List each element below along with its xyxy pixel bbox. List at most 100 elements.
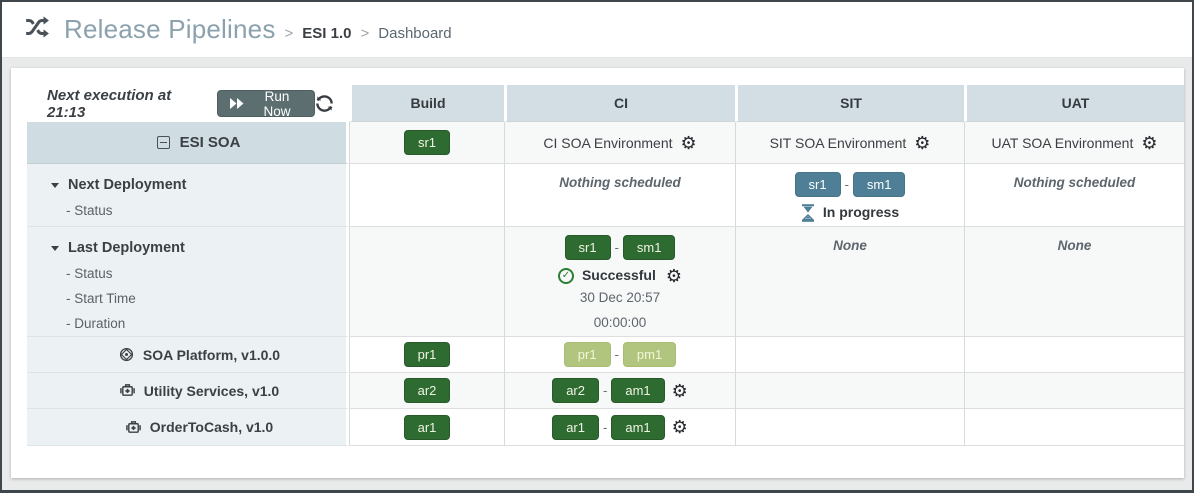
gear-icon[interactable]: ⚙ [671, 417, 688, 437]
build-cell-component: pr1 [349, 337, 504, 373]
breadcrumb-separator: > [360, 25, 370, 42]
build-cell-pipeline: sr1 [349, 122, 504, 164]
release-tag-badge[interactable]: sm1 [622, 235, 676, 260]
field-label-status: - Status [66, 203, 113, 218]
tag-separator: - [603, 419, 608, 435]
caret-down-icon[interactable] [51, 245, 59, 251]
build-cell-next-deployment [349, 164, 504, 227]
tag-separator: - [614, 347, 619, 362]
component-name[interactable]: SOA Platform, v1.0.0 [142, 346, 281, 363]
component-row-header: Utility Services, v1.0 [27, 373, 349, 409]
uat-cell-component [964, 337, 1184, 373]
shuffle-pipelines-icon [22, 14, 52, 45]
ci-environment-name: CI SOA Environment [543, 134, 673, 151]
hourglass-icon [801, 203, 815, 222]
field-label-duration: - Duration [66, 316, 126, 331]
next-deployment-row-header: Next Deployment - Status [27, 164, 349, 227]
release-tag-badge[interactable]: ar2 [403, 378, 451, 403]
pipeline-name[interactable]: ESI SOA [179, 134, 241, 151]
column-header-build: Build [349, 85, 504, 122]
sit-next-deployment-cell: sr1 - sm1 In progress [735, 164, 964, 227]
gear-icon[interactable]: ⚙ [914, 132, 931, 153]
component-row-header: OrderToCash, v1.0 [27, 409, 349, 446]
sit-cell-component [735, 409, 964, 446]
release-tag-badge[interactable]: ar1 [552, 414, 599, 440]
platform-icon [119, 347, 134, 362]
next-deployment-label[interactable]: Next Deployment [68, 177, 187, 193]
caret-down-icon[interactable] [51, 182, 59, 188]
sit-last-deployment-cell: None [735, 227, 964, 337]
release-tag-badge[interactable]: sr1 [794, 172, 841, 197]
sit-cell-component [735, 373, 964, 409]
ci-next-status: Nothing scheduled [559, 175, 681, 190]
release-tag-badge[interactable]: am1 [611, 378, 665, 403]
last-deployment-label-line: Last Deployment [51, 235, 346, 261]
fast-forward-icon [229, 98, 244, 109]
breadcrumb-page: Dashboard [378, 25, 452, 42]
release-tag-badge[interactable]: am1 [611, 414, 665, 440]
release-tag-badge[interactable]: ar1 [403, 414, 451, 440]
release-tag-badge[interactable]: pm1 [622, 342, 677, 367]
ci-last-start-time: 30 Dec 20:57 [579, 290, 661, 305]
field-label-status: - Status [66, 266, 113, 281]
ci-last-status: Successful [581, 267, 656, 283]
ci-cell-component: pr1 - pm1 [504, 337, 735, 373]
last-deployment-row-header: Last Deployment - Status - Start Time - … [27, 227, 349, 337]
environment-line: CI SOA Environment ⚙ [543, 134, 696, 152]
topbar: Release Pipelines > ESI 1.0 > Dashboard [2, 2, 1192, 58]
uat-cell-component [964, 409, 1184, 446]
gear-icon[interactable]: ⚙ [671, 380, 688, 401]
uat-environment-name: UAT SOA Environment [991, 134, 1134, 151]
ci-last-duration: 00:00:00 [593, 315, 647, 330]
pipeline-toolbar: Next execution at 21:13 Run Now [27, 85, 349, 122]
pipeline-table: Next execution at 21:13 Run Now [27, 85, 1184, 446]
next-deployment-label-line: Next Deployment [51, 172, 346, 198]
deployment-tags: pr1 - pm1 [563, 342, 677, 367]
run-now-label: Run Now [263, 88, 291, 119]
tag-separator: - [614, 240, 619, 255]
breadcrumb: Release Pipelines > ESI 1.0 > Dashboard [64, 14, 452, 45]
deployment-tags: ar1 - am1 [552, 414, 665, 440]
gear-icon[interactable]: ⚙ [1141, 132, 1158, 153]
sit-environment-name: SIT SOA Environment [769, 134, 907, 151]
component-name[interactable]: Utility Services, v1.0 [143, 382, 280, 399]
gear-icon[interactable]: ⚙ [680, 132, 697, 153]
gear-icon[interactable]: ⚙ [665, 265, 683, 286]
refresh-icon[interactable] [315, 94, 334, 113]
tag-separator: - [603, 383, 608, 398]
release-tag-badge[interactable]: pr1 [563, 342, 611, 367]
sit-next-status-line: In progress [801, 203, 899, 222]
release-tag-badge[interactable]: sr1 [403, 130, 451, 155]
deployment-tags: sr1 - sm1 [794, 172, 906, 197]
last-deployment-label[interactable]: Last Deployment [68, 240, 185, 256]
release-tag-badge[interactable]: pr1 [403, 342, 451, 367]
release-tag-badge[interactable]: ar2 [552, 378, 599, 403]
sit-next-status: In progress [822, 204, 900, 220]
column-header-ci: CI [504, 85, 735, 122]
ci-cell-component: ar1 - am1 ⚙ [504, 409, 735, 446]
sit-environment-cell: SIT SOA Environment ⚙ [735, 122, 964, 164]
run-now-button[interactable]: Run Now [216, 88, 315, 119]
uat-next-deployment-cell: Nothing scheduled [964, 164, 1184, 227]
package-icon [125, 420, 141, 435]
column-header-sit: SIT [735, 85, 964, 122]
component-name[interactable]: OrderToCash, v1.0 [149, 419, 274, 435]
collapse-icon[interactable] [156, 136, 170, 149]
breadcrumb-title[interactable]: Release Pipelines [64, 14, 276, 44]
sit-cell-component [735, 337, 964, 373]
ci-last-status-line: ✓ Successful ⚙ [557, 265, 683, 286]
dashboard-card: Next execution at 21:13 Run Now [11, 68, 1184, 478]
breadcrumb-release[interactable]: ESI 1.0 [302, 25, 352, 42]
tag-separator: - [844, 177, 849, 192]
package-icon [119, 383, 135, 398]
environment-line: UAT SOA Environment ⚙ [991, 134, 1157, 152]
release-tag-badge[interactable]: sm1 [852, 172, 906, 197]
release-tag-badge[interactable]: sr1 [564, 235, 611, 260]
build-cell-component: ar1 [349, 409, 504, 446]
uat-last-status: None [1057, 238, 1092, 253]
minus-glyph [159, 141, 167, 144]
sit-last-status: None [833, 238, 867, 253]
column-header-uat: UAT [964, 85, 1184, 122]
uat-cell-component [964, 373, 1184, 409]
uat-last-deployment-cell: None [964, 227, 1184, 337]
